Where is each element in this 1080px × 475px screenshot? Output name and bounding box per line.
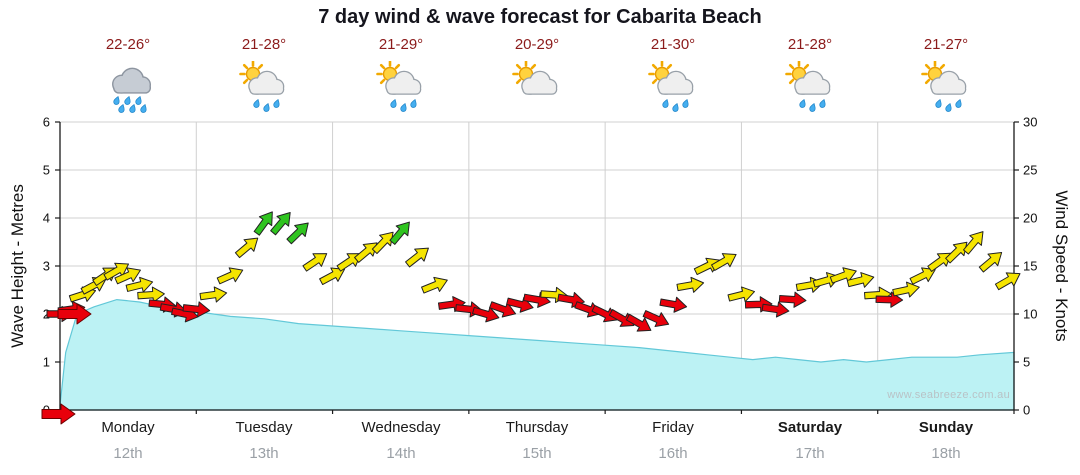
wind-arrow	[761, 301, 790, 318]
wind-arrow	[199, 286, 228, 303]
wind-arrow	[302, 253, 328, 272]
wave-tick-label: 2	[43, 307, 50, 322]
wind-arrow	[829, 267, 857, 284]
wind-arrow	[642, 310, 670, 328]
wind-arrow	[253, 211, 273, 236]
wind-arrow	[846, 272, 875, 288]
wind-tick-label: 30	[1023, 115, 1037, 130]
wind-arrow	[114, 267, 141, 285]
wind-arrow	[659, 296, 688, 313]
wind-arrow	[472, 306, 500, 323]
wave-tick-label: 4	[43, 211, 50, 226]
wave-tick-label: 6	[43, 115, 50, 130]
axis-marker-arrow	[57, 303, 92, 325]
wind-arrow	[270, 211, 291, 236]
wind-arrow	[909, 267, 936, 285]
wind-arrow	[962, 231, 984, 255]
wind-arrow	[892, 281, 920, 298]
wind-tick-label: 0	[1023, 403, 1030, 418]
wind-tick-label: 5	[1023, 355, 1030, 370]
wind-tick-label: 10	[1023, 307, 1037, 322]
wind-arrow	[994, 272, 1021, 291]
wind-arrow	[319, 267, 346, 286]
page-title: 7 day wind & wave forecast for Cabarita …	[318, 6, 762, 28]
wave-tick-label: 3	[43, 259, 50, 274]
wave-tick-label: 1	[43, 355, 50, 370]
wind-arrow	[778, 291, 807, 308]
wind-arrow	[125, 276, 154, 293]
wind-arrow	[389, 221, 410, 245]
axis-marker-arrow	[41, 403, 76, 425]
wind-arrow	[216, 267, 244, 285]
wind-arrow	[676, 276, 705, 293]
wind-arrow	[591, 304, 618, 323]
wind-arrow	[234, 237, 259, 259]
wind-arrow	[489, 301, 517, 318]
wind-arrow	[978, 252, 1003, 273]
wind-arrow	[727, 286, 755, 303]
wind-arrow	[182, 301, 211, 318]
wave-height-area	[59, 298, 1015, 411]
watermark: www.seabreeze.com.au	[887, 389, 1010, 401]
wind-tick-label: 15	[1023, 259, 1037, 274]
wind-arrow	[286, 222, 309, 245]
wind-arrow	[711, 253, 737, 271]
wave-tick-label: 5	[43, 163, 50, 178]
wind-arrow	[405, 247, 429, 268]
wind-arrow	[421, 276, 448, 294]
wind-arrow	[608, 309, 635, 327]
wind-arrow	[625, 313, 652, 332]
wind-tick-label: 20	[1023, 211, 1037, 226]
wind-tick-label: 25	[1023, 163, 1037, 178]
wind-arrow	[137, 286, 165, 303]
